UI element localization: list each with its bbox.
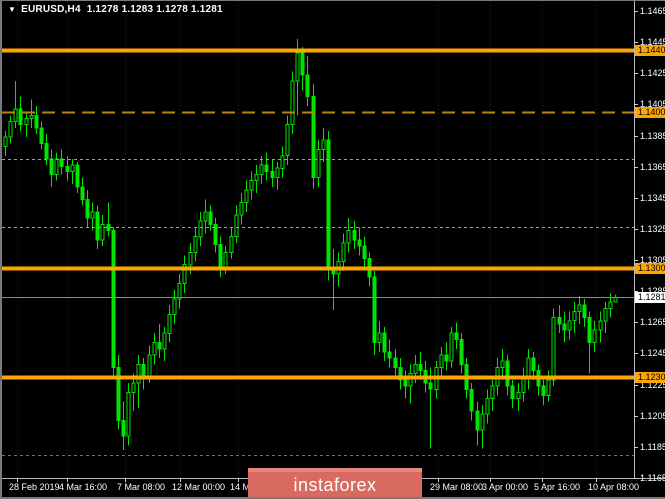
instaforex-watermark: instaforex xyxy=(248,468,422,497)
time-tick xyxy=(238,478,239,482)
time-tick xyxy=(67,478,68,482)
candlestick-chart[interactable] xyxy=(2,1,634,478)
time-axis-label: 12 Mar 00:00 xyxy=(172,482,226,492)
time-axis-label: 29 Mar 08:00 xyxy=(430,482,484,492)
chart-title: ▼ EURUSD,H4 1.1278 1.1283 1.1278 1.1281 xyxy=(8,4,223,15)
price-tick xyxy=(634,291,638,292)
price-axis-highlight-1.1440: 1.1440 xyxy=(635,45,665,56)
price-tick xyxy=(634,104,638,105)
symbol-period-label: EURUSD,H4 xyxy=(21,4,81,15)
price-axis-label: 1.1305 xyxy=(640,255,665,265)
price-axis-label: 1.1365 xyxy=(640,162,665,172)
price-axis-highlight-1.1281: 1.1281 xyxy=(635,292,665,303)
watermark-top-stripe xyxy=(248,468,422,472)
time-tick xyxy=(180,478,181,482)
price-axis-label: 1.1465 xyxy=(640,6,665,16)
time-axis-label: 4 Mar 16:00 xyxy=(59,482,108,492)
price-axis-border xyxy=(634,1,635,478)
time-axis-label: 28 Feb 2019 xyxy=(9,482,60,492)
level-lines[interactable] xyxy=(2,48,634,456)
price-tick xyxy=(634,260,638,261)
price-tick xyxy=(634,478,638,479)
candles xyxy=(3,39,618,450)
time-tick xyxy=(542,478,543,482)
price-axis-highlight-1.1300: 1.1300 xyxy=(635,263,665,274)
price-axis-label: 1.1205 xyxy=(640,411,665,421)
price-tick xyxy=(634,385,638,386)
price-tick xyxy=(634,198,638,199)
symbol-dropdown-icon: ▼ xyxy=(8,5,17,14)
price-axis-label: 1.1185 xyxy=(640,442,665,452)
price-axis-label: 1.1325 xyxy=(640,224,665,234)
time-tick xyxy=(125,478,126,482)
price-axis-label: 1.1265 xyxy=(640,317,665,327)
price-tick xyxy=(634,322,638,323)
time-tick xyxy=(17,478,18,482)
price-axis-label: 1.1345 xyxy=(640,193,665,203)
price-axis-label: 1.1285 xyxy=(640,286,665,296)
watermark-text: instaforex xyxy=(293,474,377,495)
price-axis-highlight-1.1400: 1.1400 xyxy=(635,107,665,118)
price-axis-label: 1.1225 xyxy=(640,380,665,390)
price-axis-label: 1.1425 xyxy=(640,68,665,78)
time-axis-label: 7 Mar 08:00 xyxy=(117,482,166,492)
price-tick xyxy=(634,73,638,74)
price-tick xyxy=(634,229,638,230)
time-tick xyxy=(490,478,491,482)
price-tick xyxy=(634,136,638,137)
price-tick xyxy=(634,11,638,12)
time-axis-label: 3 Apr 00:00 xyxy=(482,482,529,492)
price-tick xyxy=(634,447,638,448)
price-tick xyxy=(634,416,638,417)
price-tick xyxy=(634,42,638,43)
time-tick xyxy=(438,478,439,482)
price-axis-highlight-1.1230: 1.1230 xyxy=(635,372,665,383)
ohlc-readout: 1.1278 1.1283 1.1278 1.1281 xyxy=(86,4,223,15)
price-axis-label: 1.1445 xyxy=(640,37,665,47)
price-axis-label: 1.1165 xyxy=(640,473,665,483)
price-axis-label: 1.1385 xyxy=(640,131,665,141)
price-tick xyxy=(634,167,638,168)
time-axis-label: 10 Apr 08:00 xyxy=(588,482,640,492)
time-axis-label: 5 Apr 16:00 xyxy=(534,482,581,492)
price-tick xyxy=(634,353,638,354)
price-axis-label: 1.1405 xyxy=(640,99,665,109)
time-tick xyxy=(596,478,597,482)
price-axis-label: 1.1245 xyxy=(640,348,665,358)
price-axis[interactable]: 1.1465 1.1445 1.1425 1.1405 1.1385 1.1365 1.13… xyxy=(634,1,665,483)
